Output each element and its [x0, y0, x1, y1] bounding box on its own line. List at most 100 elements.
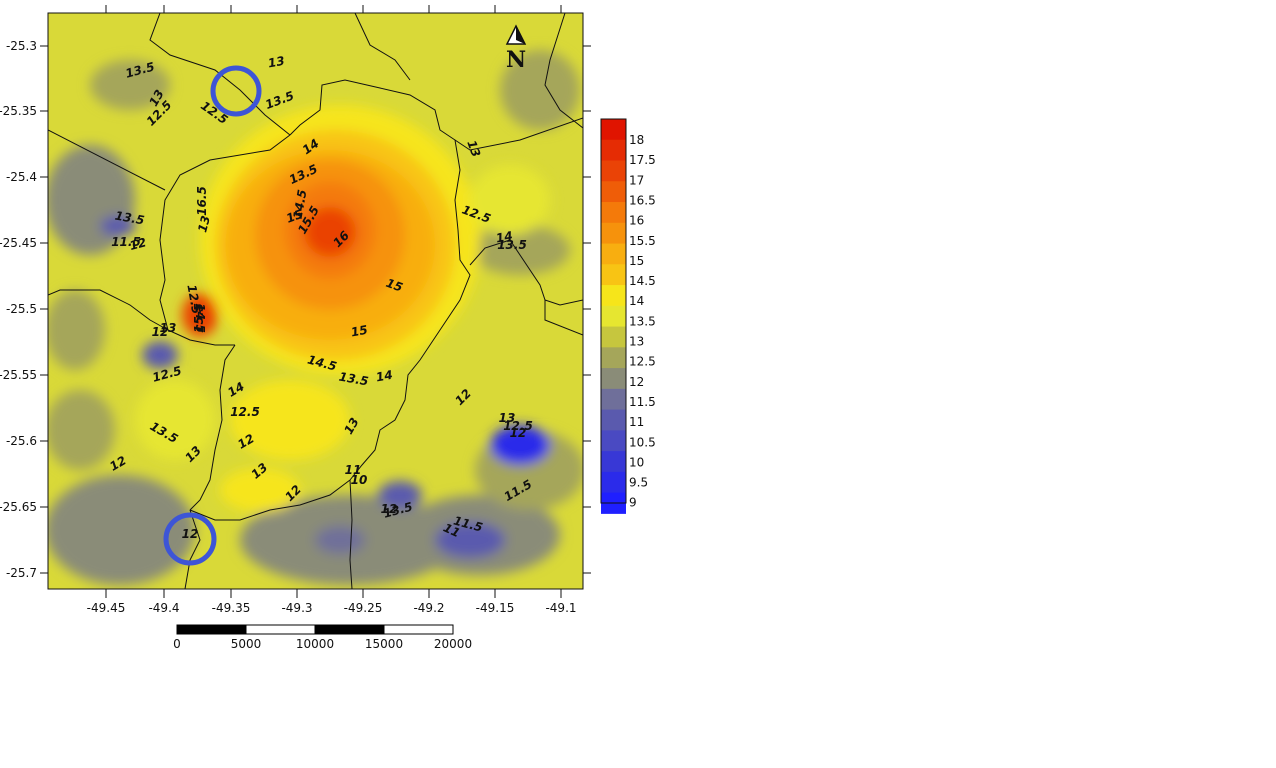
x-tick-label: -49.45 [87, 601, 126, 615]
contour-label: 12.5 [184, 284, 203, 316]
colorbar-swatch [601, 430, 626, 452]
contour-label: 13.5 [497, 238, 527, 252]
contour-label: 14 [495, 229, 514, 246]
colorbar-swatch [601, 347, 626, 369]
scale-label: 5000 [231, 637, 262, 651]
contour-label: 11 [441, 521, 462, 541]
y-axis: -25.3 -25.35 -25.4 -25.45 -25.5 -25.55 -25.6 -2… [0, 39, 591, 580]
colorbar-label: 10 [629, 455, 644, 469]
colorbar-label: 14.5 [629, 274, 656, 288]
colorbar-label: 9.5 [629, 476, 648, 490]
colorbar-frame [600, 118, 627, 504]
colorbar-swatch [601, 368, 626, 390]
y-tick-label: -25.65 [0, 500, 37, 514]
contour-label: 13.5 [338, 370, 370, 389]
contour-label: 13 [499, 411, 516, 425]
contour-label: 12 [381, 502, 398, 516]
scale-label: 20000 [434, 637, 472, 651]
x-axis: -49.45 -49.4 -49.35 -49.3 -49.25 -49.2 -49.15 -… [87, 5, 577, 615]
municipal-borders [48, 13, 583, 589]
colorbar-swatch [601, 471, 626, 494]
colorbar-label: 16 [629, 214, 644, 228]
contour-label: 11.5 [111, 235, 141, 249]
colorbar-swatch [601, 222, 626, 245]
y-tick-label: -25.7 [6, 566, 37, 580]
scale-label: 15000 [365, 637, 403, 651]
colorbar-swatch [601, 181, 626, 203]
x-tick-label: -49.15 [476, 601, 515, 615]
colorbar-label: 16.5 [629, 193, 656, 207]
contour-label: 10 [351, 473, 368, 487]
north-label: N [506, 47, 526, 73]
contour-label: 15 [384, 276, 404, 295]
colorbar-label: 13.5 [629, 314, 656, 328]
colorbar-swatch [601, 202, 626, 224]
y-tick-label: -25.45 [0, 236, 37, 250]
colorbar-label: 17.5 [629, 153, 656, 167]
colorbar-label: 15.5 [629, 234, 656, 248]
colorbar-label: 11.5 [629, 395, 656, 409]
colorbar-swatch [601, 119, 626, 141]
contour-label: 15.5 [192, 303, 206, 333]
y-tick-label: -25.6 [6, 434, 37, 448]
colorbar: 18 17.5 17 16.5 16 15.5 15 14.5 14 13.5 13 12.5 12 11… [600, 118, 656, 514]
colorbar-swatch [601, 264, 626, 286]
x-tick-label: -49.2 [413, 601, 444, 615]
colorbar-swatch [601, 285, 626, 307]
colorbar-label: 12 [629, 375, 644, 389]
contour-label: 15 [284, 207, 304, 226]
x-tick-label: -49.4 [148, 601, 179, 615]
colorbar-label: 12.5 [629, 355, 656, 369]
north-arrow: N [505, 24, 527, 73]
contour-label: 12 [128, 235, 148, 253]
contour-label: 12 [182, 527, 199, 541]
contour-label: 12.5 [503, 419, 533, 433]
colorbar-label: 14 [629, 294, 644, 308]
map-frame [47, 12, 584, 590]
contour-label: 14 [375, 368, 394, 385]
contour-label: 13 [267, 54, 286, 71]
contour-label: 11 [345, 463, 362, 477]
colorbar-swatch [601, 326, 626, 348]
contour-label: 12.5 [230, 405, 260, 419]
x-tick-label: -49.25 [344, 601, 383, 615]
colorbar-swatch [601, 160, 626, 182]
colorbar-swatch [601, 409, 626, 431]
colorbar-label: 17 [629, 173, 644, 187]
colorbar-swatch [601, 388, 626, 411]
scale-segment [383, 624, 454, 635]
y-tick-label: -25.4 [6, 170, 37, 184]
contour-label: 13.5 [114, 209, 146, 228]
contour-label: 13 [464, 138, 483, 158]
x-tick-label: -49.3 [281, 601, 312, 615]
y-tick-label: -25.55 [0, 368, 37, 382]
y-tick-label: -25.5 [6, 302, 37, 316]
x-tick-label: -49.1 [545, 601, 576, 615]
colorbar-swatch [601, 451, 626, 473]
scale-label: 10000 [296, 637, 334, 651]
contour-label: 13 [160, 321, 177, 335]
colorbar-label: 11 [629, 415, 644, 429]
colorbar-label: 10.5 [629, 435, 656, 449]
contour-label: 12 [510, 426, 527, 440]
x-tick-label: -49.35 [212, 601, 251, 615]
colorbar-label: 18 [629, 133, 644, 147]
highlight-circle-north [210, 65, 262, 117]
contour-label: 14.5 [291, 189, 310, 221]
contour-label: 12 [152, 325, 169, 339]
scale-segment [314, 624, 385, 635]
contour-label: 15 [350, 323, 369, 340]
contour-label: 16.5 [195, 186, 209, 216]
colorbar-label: 9 [629, 496, 637, 510]
colorbar-label: 13 [629, 335, 644, 349]
highlight-circle-south [163, 512, 217, 566]
colorbar-swatch [601, 139, 626, 162]
scale-label: 0 [173, 637, 181, 651]
contour-label: 14.5 [193, 303, 207, 333]
colorbar-swatch [601, 243, 626, 265]
y-tick-label: -25.35 [0, 104, 37, 118]
y-tick-label: -25.3 [6, 39, 37, 53]
